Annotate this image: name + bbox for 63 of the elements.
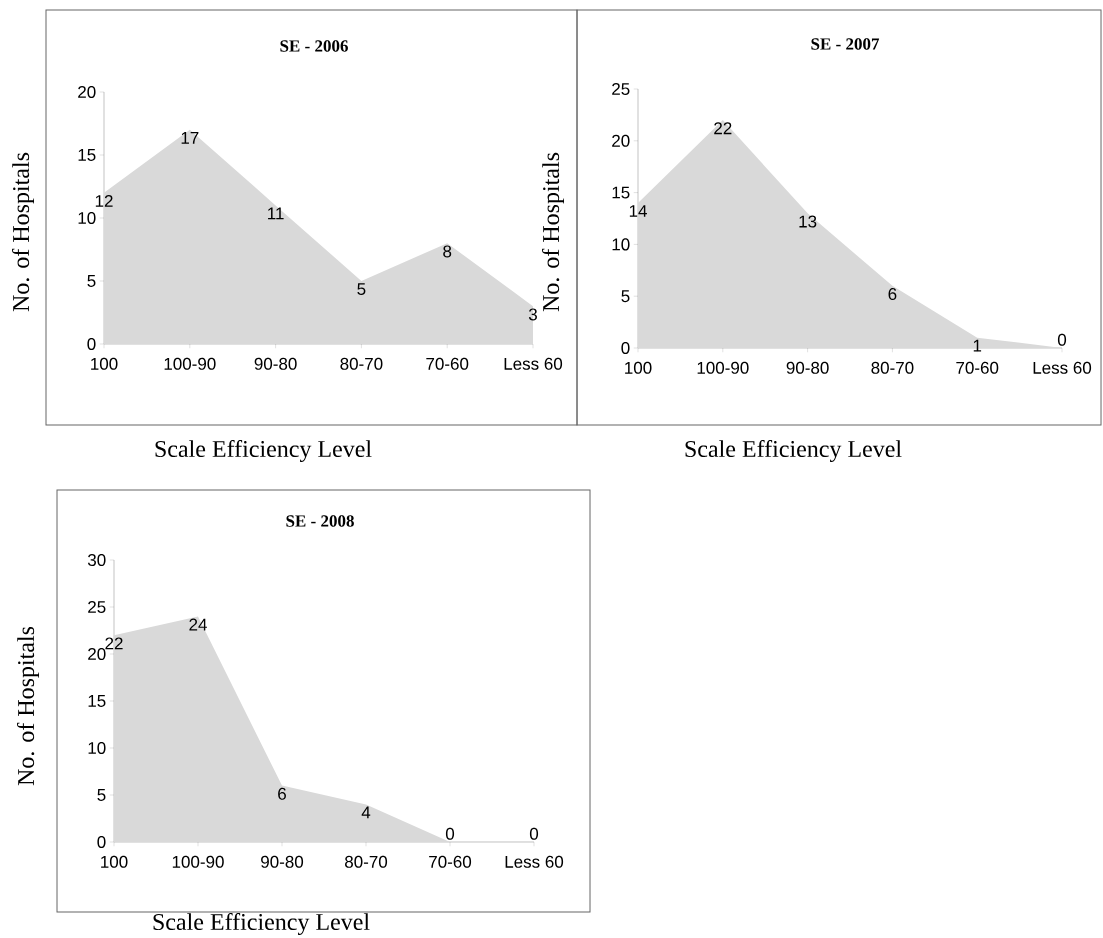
data-label: 13 <box>799 215 817 228</box>
x-tick-label: 70-60 <box>956 361 999 374</box>
x-tick-label: Less 60 <box>1033 361 1092 374</box>
y-tick-label: 5 <box>97 789 106 801</box>
x-tick-label: 80-70 <box>871 361 914 374</box>
data-label: 3 <box>528 308 537 321</box>
y-tick-label: 0 <box>87 337 96 351</box>
data-label: 12 <box>95 194 113 207</box>
y-tick-label: 0 <box>621 341 630 355</box>
chart-title: SE - 2006 <box>280 40 348 52</box>
y-tick-label: 15 <box>612 186 630 199</box>
x-axis-title: Scale Efficiency Level <box>685 439 902 463</box>
data-label: 6 <box>888 288 897 301</box>
y-tick-label: 0 <box>97 835 106 849</box>
y-axis-title: No. of Hospitals <box>542 152 565 312</box>
y-tick-label: 25 <box>612 82 630 96</box>
data-label: 24 <box>189 618 207 631</box>
y-tick-label: 5 <box>621 290 630 303</box>
x-tick-label: 70-60 <box>429 855 472 868</box>
x-tick-label: 100-90 <box>172 855 224 868</box>
data-label: 11 <box>268 207 284 220</box>
chart-title: SE - 2008 <box>286 515 354 527</box>
x-tick-label: 100 <box>101 855 128 868</box>
x-tick-label: 90-80 <box>786 361 829 374</box>
x-axis-title: Scale Efficiency Level <box>153 912 370 936</box>
x-tick-label: 90-80 <box>261 855 304 868</box>
data-label: 22 <box>714 122 732 135</box>
data-label: 0 <box>529 827 539 840</box>
y-tick-label: 5 <box>87 275 96 287</box>
x-tick-label: Less 60 <box>505 855 564 868</box>
y-axis-title: No. of Hospitals <box>17 626 40 786</box>
data-label: 17 <box>181 131 199 144</box>
y-tick-label: 15 <box>88 695 106 707</box>
y-tick-label: 30 <box>87 553 106 567</box>
x-tick-label: Less 60 <box>504 357 563 370</box>
y-axis-title: No. of Hospitals <box>12 152 35 312</box>
y-tick-label: 10 <box>612 238 630 251</box>
x-tick-label: 100 <box>91 357 118 370</box>
y-tick-label: 10 <box>88 741 106 755</box>
y-tick-label: 25 <box>88 600 106 614</box>
y-tick-label: 10 <box>78 211 96 225</box>
data-label: 0 <box>1057 333 1067 346</box>
data-label: 1 <box>973 339 982 352</box>
x-tick-label: 80-70 <box>340 357 383 370</box>
data-label: 0 <box>445 827 455 840</box>
y-tick-label: 20 <box>78 85 96 99</box>
x-tick-label: 100-90 <box>697 361 749 374</box>
x-tick-label: 70-60 <box>426 357 469 370</box>
data-label: 8 <box>443 245 452 258</box>
data-label: 6 <box>278 787 286 800</box>
data-label: 14 <box>629 205 647 217</box>
y-tick-label: 15 <box>78 149 96 161</box>
x-tick-label: 80-70 <box>345 855 388 868</box>
data-label: 22 <box>105 637 123 650</box>
data-label: 5 <box>357 283 366 296</box>
x-tick-label: 90-80 <box>254 357 297 370</box>
y-tick-label: 20 <box>88 647 106 661</box>
x-tick-label: 100-90 <box>164 357 216 370</box>
x-tick-label: 100 <box>625 361 652 374</box>
chart-title: SE - 2007 <box>811 38 880 50</box>
x-axis-title: Scale Efficiency Level <box>155 439 372 463</box>
data-label: 4 <box>361 806 371 819</box>
y-tick-label: 20 <box>612 134 630 147</box>
